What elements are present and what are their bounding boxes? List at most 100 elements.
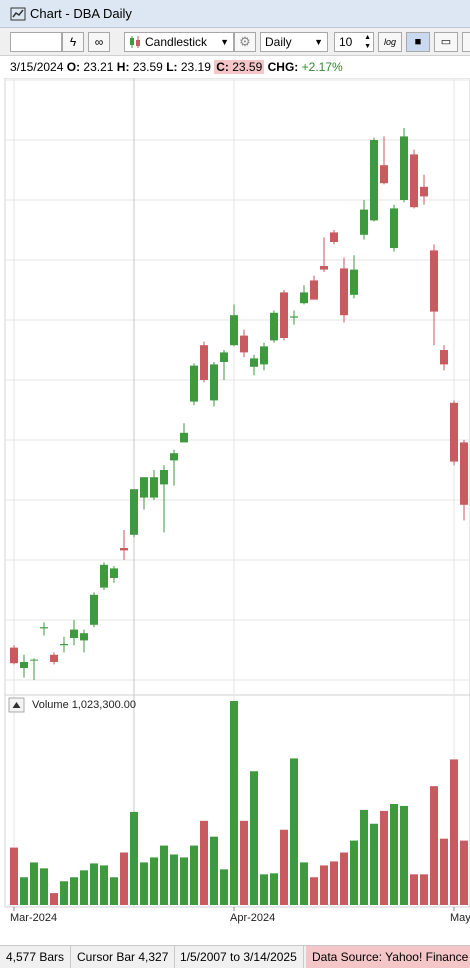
candle-body <box>340 268 348 316</box>
symbol-input[interactable] <box>10 32 62 52</box>
volume-bar <box>100 865 108 905</box>
volume-bar <box>20 877 28 905</box>
volume-bar <box>180 857 188 905</box>
high-value: 23.59 <box>132 60 163 74</box>
title-bar: Chart - DBA Daily <box>0 0 470 28</box>
candle-body <box>190 365 198 402</box>
more-button[interactable] <box>462 32 470 52</box>
volume-bar <box>200 820 208 905</box>
data-source: Data Source: Yahoo! Finance <box>306 946 470 968</box>
volume-bar <box>390 804 398 905</box>
volume-bar <box>280 829 288 905</box>
volume-bar <box>90 863 98 905</box>
volume-bar <box>240 820 248 905</box>
volume-bar <box>130 811 138 905</box>
camera-button[interactable]: ■ <box>406 32 430 52</box>
chart-icon <box>10 7 26 21</box>
layout-button[interactable]: ▭ <box>434 32 458 52</box>
count-spinner[interactable]: 10 ▲ ▼ <box>334 32 374 52</box>
volume-bar <box>400 805 408 905</box>
candle-body <box>350 269 358 295</box>
log-button[interactable]: log <box>378 32 402 52</box>
candle-body <box>60 644 68 646</box>
window-title: Chart - DBA Daily <box>30 6 132 21</box>
info-line: 3/15/2024 O: 23.21 H: 23.59 L: 23.19 C: … <box>0 56 470 78</box>
volume-bar <box>440 838 448 905</box>
x-tick-label: Apr-2024 <box>230 912 275 924</box>
volume-bar <box>250 771 258 905</box>
interval-select[interactable]: Daily ▼ <box>260 32 328 52</box>
toolbar: ϟ ∞ Candlestick ▼ ⚙ Daily ▼ 10 ▲ ▼ log ■ ▭ <box>0 28 470 56</box>
volume-bar <box>80 870 88 905</box>
volume-bar <box>460 840 468 905</box>
volume-bar <box>310 877 318 905</box>
volume-bar <box>170 854 178 905</box>
candle-body <box>370 140 378 221</box>
volume-bar <box>270 873 278 905</box>
low-value: 23.19 <box>180 60 211 74</box>
link-button[interactable]: ∞ <box>88 32 110 52</box>
volume-bar <box>370 823 378 905</box>
candle-body <box>420 186 428 197</box>
volume-bar <box>120 852 128 905</box>
volume-bar <box>110 877 118 905</box>
chart-style-select[interactable]: Candlestick ▼ <box>124 32 234 52</box>
candle-body <box>380 165 388 184</box>
candle-body <box>320 266 328 270</box>
volume-bar <box>260 874 268 905</box>
candle-body <box>170 453 178 461</box>
candle-body <box>270 312 278 341</box>
volume-bar <box>210 836 218 905</box>
volume-bar <box>360 809 368 905</box>
volume-bar <box>160 845 168 905</box>
change-label: CHG: <box>267 60 299 74</box>
candle-body <box>110 568 118 578</box>
candle-body <box>80 633 88 641</box>
x-tick-label: May-2024 <box>450 912 470 924</box>
close-label: C: <box>216 60 229 74</box>
candle-body <box>120 548 128 551</box>
volume-bar <box>30 862 38 905</box>
candle-body <box>260 346 268 365</box>
candle-body <box>160 470 168 485</box>
volume-bar <box>380 810 388 905</box>
lightning-button[interactable]: ϟ <box>62 32 84 52</box>
close-value: 23.59 <box>232 60 263 74</box>
candle-body <box>410 154 418 208</box>
status-bar: 4,577 Bars Cursor Bar 4,327 1/5/2007 to … <box>0 945 470 968</box>
volume-bar <box>450 759 458 905</box>
volume-bar <box>430 786 438 905</box>
bar-count: 4,577 Bars <box>0 946 72 968</box>
volume-bar <box>140 862 148 905</box>
volume-bar <box>330 861 338 905</box>
candle-body <box>310 280 318 300</box>
candle-body <box>430 250 438 312</box>
candle-body <box>10 647 18 664</box>
candle-body <box>140 477 148 498</box>
interval: Daily <box>265 35 292 49</box>
chart: Mar-2024 Apr-2024 May-2024 Volume 1,023,300… <box>4 78 470 924</box>
candle-body <box>220 352 228 362</box>
volume-bar <box>50 893 58 905</box>
settings-button[interactable]: ⚙ <box>234 32 256 52</box>
candle-body <box>150 477 158 498</box>
open-value: 23.21 <box>83 60 114 74</box>
volume-bar <box>420 874 428 905</box>
candle-body <box>230 315 238 346</box>
volume-bar <box>230 700 238 905</box>
candle-body <box>360 209 368 235</box>
candle-body <box>200 345 208 380</box>
volume-bar <box>60 881 68 905</box>
chart-style: Candlestick <box>145 35 208 49</box>
volume-bar <box>150 857 158 905</box>
candle-body <box>280 292 288 338</box>
x-tick-label: Mar-2024 <box>10 912 57 924</box>
volume-bar <box>70 877 78 905</box>
candle-body <box>90 594 98 625</box>
low-label: L: <box>166 60 178 74</box>
volume-bar <box>290 758 298 905</box>
candle-body <box>240 335 248 353</box>
volume-bar <box>40 868 48 905</box>
candle-body <box>330 232 338 242</box>
open-label: O: <box>66 60 81 74</box>
